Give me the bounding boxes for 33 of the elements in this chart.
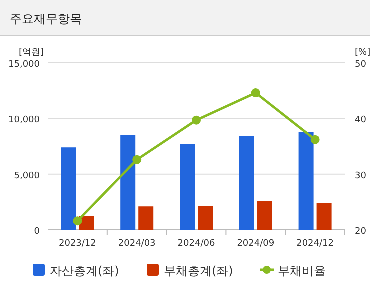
legend-label: 부채총계(좌) [164,264,234,278]
y-tick-label: 5,000 [14,171,40,182]
y-tick-label: 15,000 [8,60,40,70]
point [251,88,260,98]
y-axis-title: [억원] [18,48,44,58]
bar [120,135,136,230]
y-tick-label: 0 [34,227,40,237]
bar [180,144,195,230]
bar [61,148,76,230]
point [192,116,201,125]
x-tick-label: 2024/09 [237,239,275,249]
bar [257,201,272,230]
bar [239,136,254,230]
chart-title: 주요재무항목 [10,12,82,26]
y2-tick-label: 40 [355,116,367,126]
y-tick-label: 10,000 [8,116,40,126]
x-tick-label: 2024/12 [296,239,334,249]
y2-tick-label: 30 [355,171,367,182]
bar [298,132,314,230]
y2-tick-label: 20 [355,227,367,237]
y2-axis-title: [%] [355,48,370,58]
point [132,155,142,164]
x-tick-label: 2024/03 [118,239,156,249]
x-tick-label: 2024/06 [178,239,216,249]
y2-tick-label: 50 [355,60,367,70]
bar [316,203,332,230]
legend-label: 부채비율 [278,264,326,278]
legend-label: 자산총계(좌) [50,264,120,278]
point [310,135,320,144]
x-tick-label: 2023/12 [59,239,96,249]
bar [138,206,154,230]
bar [198,206,213,230]
point [73,216,82,226]
